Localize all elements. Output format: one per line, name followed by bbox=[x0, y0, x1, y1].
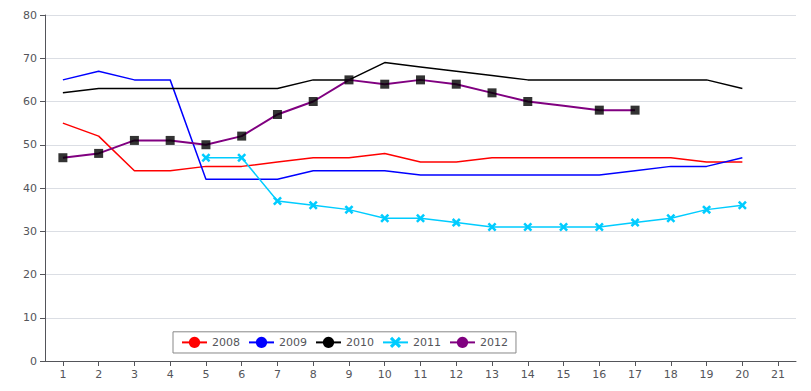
svg-text:80: 80 bbox=[23, 9, 37, 22]
svg-text:3: 3 bbox=[131, 368, 138, 381]
svg-text:7: 7 bbox=[274, 368, 281, 381]
svg-text:5: 5 bbox=[202, 368, 209, 381]
svg-text:12: 12 bbox=[449, 368, 463, 381]
svg-text:10: 10 bbox=[23, 311, 37, 324]
svg-text:2009: 2009 bbox=[279, 336, 307, 349]
svg-text:2: 2 bbox=[95, 368, 102, 381]
svg-text:21: 21 bbox=[771, 368, 785, 381]
svg-text:6: 6 bbox=[238, 368, 245, 381]
svg-text:40: 40 bbox=[23, 182, 37, 195]
svg-text:60: 60 bbox=[23, 95, 37, 108]
svg-text:2008: 2008 bbox=[212, 336, 240, 349]
svg-text:4: 4 bbox=[167, 368, 174, 381]
svg-text:30: 30 bbox=[23, 225, 37, 238]
svg-text:17: 17 bbox=[628, 368, 642, 381]
svg-text:2012: 2012 bbox=[480, 336, 508, 349]
svg-text:19: 19 bbox=[700, 368, 714, 381]
svg-text:20: 20 bbox=[23, 268, 37, 281]
svg-text:9: 9 bbox=[345, 368, 352, 381]
svg-text:70: 70 bbox=[23, 52, 37, 65]
svg-text:1: 1 bbox=[59, 368, 66, 381]
svg-text:20: 20 bbox=[735, 368, 749, 381]
svg-text:0: 0 bbox=[30, 355, 37, 368]
svg-text:16: 16 bbox=[592, 368, 606, 381]
svg-text:8: 8 bbox=[310, 368, 317, 381]
svg-text:15: 15 bbox=[557, 368, 571, 381]
svg-text:10: 10 bbox=[378, 368, 392, 381]
svg-text:13: 13 bbox=[485, 368, 499, 381]
svg-text:18: 18 bbox=[664, 368, 678, 381]
svg-text:11: 11 bbox=[414, 368, 428, 381]
svg-text:2010: 2010 bbox=[346, 336, 374, 349]
svg-text:2011: 2011 bbox=[413, 336, 441, 349]
svg-text:50: 50 bbox=[23, 138, 37, 151]
svg-text:14: 14 bbox=[521, 368, 535, 381]
